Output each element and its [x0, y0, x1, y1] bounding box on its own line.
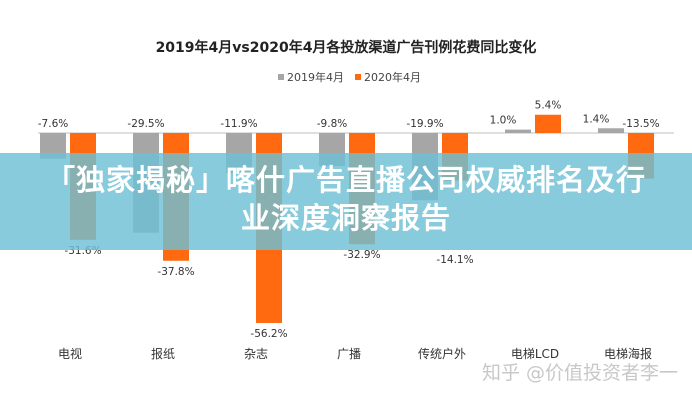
category-label: 电视: [58, 346, 82, 361]
category-label: 广播: [337, 347, 361, 361]
data-label: 1.0%: [490, 115, 517, 127]
legend-label-0: 2019年4月: [287, 70, 344, 84]
category-label: 杂志: [244, 347, 268, 361]
data-label: -29.5%: [127, 118, 164, 130]
category-label: 电梯LCD: [511, 347, 559, 361]
chart-title: 2019年4月vs2020年4月各投放渠道广告刊例花费同比变化: [156, 39, 537, 56]
data-label: -11.9%: [220, 118, 257, 130]
data-label: -9.8%: [317, 118, 347, 130]
data-label: -19.9%: [406, 118, 443, 130]
data-label: -14.1%: [436, 254, 473, 266]
data-label: -37.8%: [157, 266, 194, 278]
legend-swatch-0: [278, 74, 284, 80]
bar-2019: [598, 128, 624, 133]
legend-swatch-1: [355, 74, 361, 80]
category-label: 传统户外: [418, 346, 466, 361]
banner-title-line1: 「独家揭秘」喀什广告直播公司权威排名及行: [45, 163, 646, 197]
data-label: 1.4%: [583, 113, 610, 125]
category-label: 报纸: [151, 346, 175, 361]
data-label: -13.5%: [622, 118, 659, 130]
bar-2020: [535, 114, 561, 133]
watermark: 知乎 @价值投资者李一: [481, 362, 678, 384]
category-label: 电梯海报: [604, 346, 652, 361]
data-label: -56.2%: [250, 328, 287, 340]
legend-label-1: 2020年4月: [364, 70, 421, 84]
overlay-banner: 「独家揭秘」喀什广告直播公司权威排名及行 业深度洞察报告: [0, 153, 692, 250]
data-label: -32.9%: [343, 249, 380, 261]
data-label: 5.4%: [535, 100, 562, 112]
bar-2019: [505, 129, 531, 133]
data-label: -7.6%: [38, 118, 68, 130]
banner-title-line2: 业深度洞察报告: [240, 201, 451, 235]
data-label: -31.6%: [64, 245, 101, 257]
legend: 2019年4月 2020年4月: [278, 70, 421, 84]
